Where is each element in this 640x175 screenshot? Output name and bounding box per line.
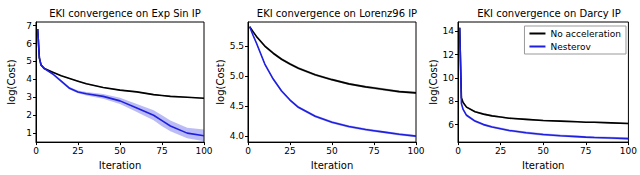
svg-text:No acceleration: No acceleration <box>550 29 621 39</box>
svg-text:3: 3 <box>26 92 32 102</box>
svg-text:2: 2 <box>26 110 32 120</box>
svg-text:log(Cost): log(Cost) <box>215 59 226 104</box>
svg-text:5.0: 5.0 <box>230 71 245 81</box>
svg-text:EKI convergence on Darcy IP: EKI convergence on Darcy IP <box>477 8 621 19</box>
svg-text:5.5: 5.5 <box>230 41 244 51</box>
svg-text:EKI convergence on Lorenz96 IP: EKI convergence on Lorenz96 IP <box>257 8 417 19</box>
svg-text:4.0: 4.0 <box>230 131 245 141</box>
svg-text:100: 100 <box>195 146 212 156</box>
svg-text:6: 6 <box>26 39 32 49</box>
svg-text:6: 6 <box>448 120 454 130</box>
svg-text:25: 25 <box>284 146 295 156</box>
svg-text:EKI convergence on Exp Sin IP: EKI convergence on Exp Sin IP <box>49 8 201 19</box>
svg-text:Iteration: Iteration <box>311 160 353 171</box>
svg-text:Nesterov: Nesterov <box>550 42 591 52</box>
svg-text:4: 4 <box>26 74 32 84</box>
svg-text:log(Cost): log(Cost) <box>428 59 439 104</box>
svg-text:Iteration: Iteration <box>522 160 564 171</box>
svg-text:25: 25 <box>495 146 506 156</box>
svg-text:100: 100 <box>620 146 637 156</box>
svg-text:50: 50 <box>326 146 338 156</box>
svg-text:50: 50 <box>537 146 549 156</box>
svg-text:14: 14 <box>443 26 455 36</box>
svg-text:75: 75 <box>368 146 379 156</box>
svg-text:5: 5 <box>26 56 32 66</box>
svg-text:25: 25 <box>72 146 83 156</box>
svg-text:log(Cost): log(Cost) <box>6 59 17 104</box>
svg-text:0: 0 <box>245 146 251 156</box>
svg-text:0: 0 <box>455 146 461 156</box>
svg-text:10: 10 <box>443 73 455 83</box>
svg-text:Iteration: Iteration <box>99 160 141 171</box>
svg-text:12: 12 <box>443 50 454 60</box>
svg-text:1: 1 <box>26 128 32 138</box>
svg-text:8: 8 <box>448 96 454 106</box>
svg-text:50: 50 <box>114 146 126 156</box>
svg-text:7: 7 <box>26 21 32 31</box>
svg-text:75: 75 <box>156 146 167 156</box>
svg-text:4.5: 4.5 <box>230 101 244 111</box>
svg-text:0: 0 <box>33 146 39 156</box>
svg-text:75: 75 <box>580 146 591 156</box>
svg-text:100: 100 <box>407 146 424 156</box>
